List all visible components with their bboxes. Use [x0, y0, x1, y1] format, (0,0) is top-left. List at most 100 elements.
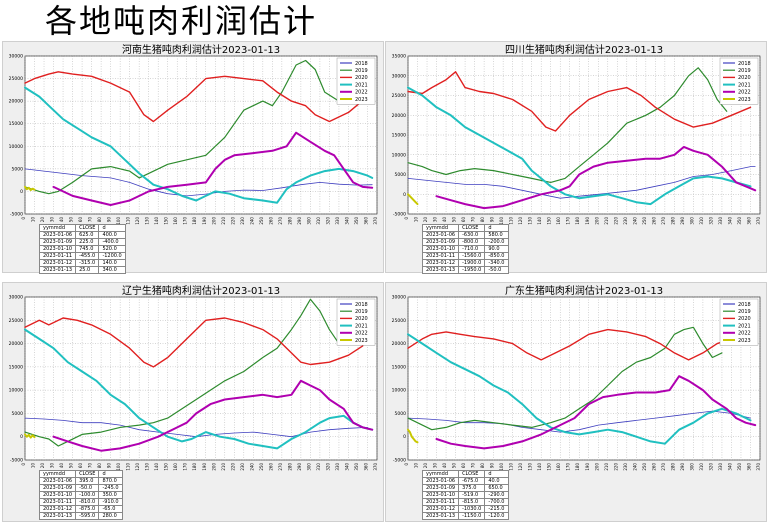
table-row: 2023-01-06 -630.0 580.0 [421, 231, 509, 239]
chart-panel-henan: 河南生猪吨肉利润估计2023-01-13 -5000 0 5000 10000 15000… [2, 41, 384, 274]
x-tick-label: 240 [632, 463, 637, 471]
x-tick-label: 330 [718, 463, 723, 471]
table-cell: 2023-01-12 [38, 505, 77, 513]
legend-label: 2020 [355, 75, 368, 81]
series-line-2018 [407, 410, 751, 433]
y-tick-label: 25000 [9, 76, 23, 82]
legend [719, 298, 759, 346]
table-row: 2023-01-11 -810.0 -910.0 [38, 498, 123, 506]
y-tick-label: 15000 [9, 121, 23, 127]
x-tick-label: 310 [316, 463, 321, 471]
x-tick-label: 190 [202, 463, 207, 471]
table-cell: 25.0 [75, 266, 100, 274]
x-tick-label: 240 [632, 217, 637, 225]
table-cell: -710.0 [458, 245, 486, 253]
table-cell: 225.0 [75, 238, 100, 246]
table-cell: 400.0 [98, 231, 126, 239]
x-tick-label: 230 [240, 217, 245, 225]
y-tick-label: 20000 [9, 341, 23, 347]
chart-panel-sichuan: 四川生猪吨肉利润估计2023-01-13 -5000 0 5000 10000 15000… [385, 41, 767, 274]
x-tick-label: 220 [613, 463, 618, 471]
table-header-cell: CLOSE [458, 470, 486, 478]
x-tick-label: 240 [249, 463, 254, 471]
series-line-2021 [24, 86, 374, 204]
y-tick-label: 5000 [395, 411, 407, 417]
y-tick-label: 5000 [12, 166, 24, 172]
x-tick-label: 120 [518, 463, 523, 471]
x-tick-label: 160 [556, 463, 561, 471]
table-cell: 2023-01-06 [38, 477, 77, 485]
x-tick-label: 350 [354, 217, 359, 225]
series-line-2019 [24, 298, 340, 447]
legend-label: 2019 [355, 68, 368, 74]
table-row: 2023-01-06 395.0 870.0 [38, 477, 123, 485]
x-tick-label: 70 [88, 463, 93, 469]
y-tick-label: 10000 [392, 152, 406, 158]
x-tick-label: 370 [756, 217, 761, 225]
x-tick-label: 280 [670, 463, 675, 471]
x-tick-label: 270 [278, 217, 283, 225]
x-tick-label: 60 [461, 463, 466, 469]
table-cell: -800.0 [458, 238, 486, 246]
table-cell: 580.0 [484, 231, 509, 239]
x-tick-label: 170 [566, 217, 571, 225]
x-tick-label: 80 [97, 217, 102, 223]
x-tick-label: 60 [461, 217, 466, 223]
table-cell: -1900.0 [458, 259, 486, 267]
series-line-2023 [24, 185, 36, 192]
x-tick-label: 260 [268, 463, 273, 471]
table-cell: 350.0 [98, 491, 123, 499]
series-line-2020 [407, 328, 752, 361]
x-tick-label: 0 [21, 217, 26, 220]
x-tick-label: 20 [423, 463, 428, 469]
x-tick-label: 290 [680, 217, 685, 225]
y-tick-label: -5000 [393, 212, 406, 218]
x-tick-label: 220 [613, 217, 618, 225]
x-tick-label: 310 [316, 217, 321, 225]
table-cell: -1560.0 [458, 252, 486, 260]
x-tick-label: 70 [471, 463, 476, 469]
x-tick-label: 20 [423, 217, 428, 223]
table-cell: -315.0 [75, 259, 100, 267]
table-header-cell: CLOSE [458, 224, 486, 232]
legend-label: 2020 [738, 316, 751, 322]
x-tick-label: 220 [230, 463, 235, 471]
series-line-2022 [435, 145, 757, 210]
x-tick-label: 180 [192, 217, 197, 225]
table-header-cell: yymmdd [421, 224, 460, 232]
x-tick-label: 290 [680, 463, 685, 471]
table-cell: 2023-01-13 [38, 512, 77, 520]
legend-label: 2022 [355, 90, 368, 96]
x-tick-label: 210 [221, 217, 226, 225]
x-tick-label: 50 [69, 217, 74, 223]
x-tick-label: 280 [287, 463, 292, 471]
x-tick-label: 140 [154, 217, 159, 225]
table-cell: 520.0 [98, 245, 126, 253]
table-row: 2023-01-12 -315.0 140.0 [38, 259, 126, 267]
x-tick-label: 190 [202, 217, 207, 225]
x-tick-label: 40 [442, 217, 447, 223]
x-tick-label: 270 [661, 217, 666, 225]
table-cell: 395.0 [75, 477, 100, 485]
table-cell: 2023-01-11 [421, 498, 460, 506]
series-line-2021 [407, 86, 752, 206]
chart-svg: 广东生猪吨肉利润估计2023-01-13-5000050001000015000… [392, 284, 761, 471]
table-header-cell: CLOSE [75, 470, 100, 478]
x-tick-label: 80 [480, 463, 485, 469]
table-cell: -50.0 [75, 484, 100, 492]
table-cell: 625.0 [75, 231, 100, 239]
x-tick-label: 120 [518, 217, 523, 225]
x-tick-label: 140 [537, 217, 542, 225]
x-tick-label: 360 [363, 217, 368, 225]
y-tick-label: 10000 [9, 388, 23, 394]
y-tick-label: 20000 [392, 113, 406, 119]
x-tick-label: 290 [297, 217, 302, 225]
table-row: 2023-01-13 -595.0 280.0 [38, 512, 123, 520]
series-line-2023 [407, 428, 419, 444]
table-cell: 2023-01-09 [421, 484, 460, 492]
y-tick-label: 5000 [395, 172, 407, 178]
x-tick-label: 330 [335, 217, 340, 225]
series-line-2022 [52, 131, 374, 206]
table-cell: 2023-01-10 [38, 491, 77, 499]
table-row: 2023-01-12 -1030.0 -215.0 [421, 505, 509, 513]
